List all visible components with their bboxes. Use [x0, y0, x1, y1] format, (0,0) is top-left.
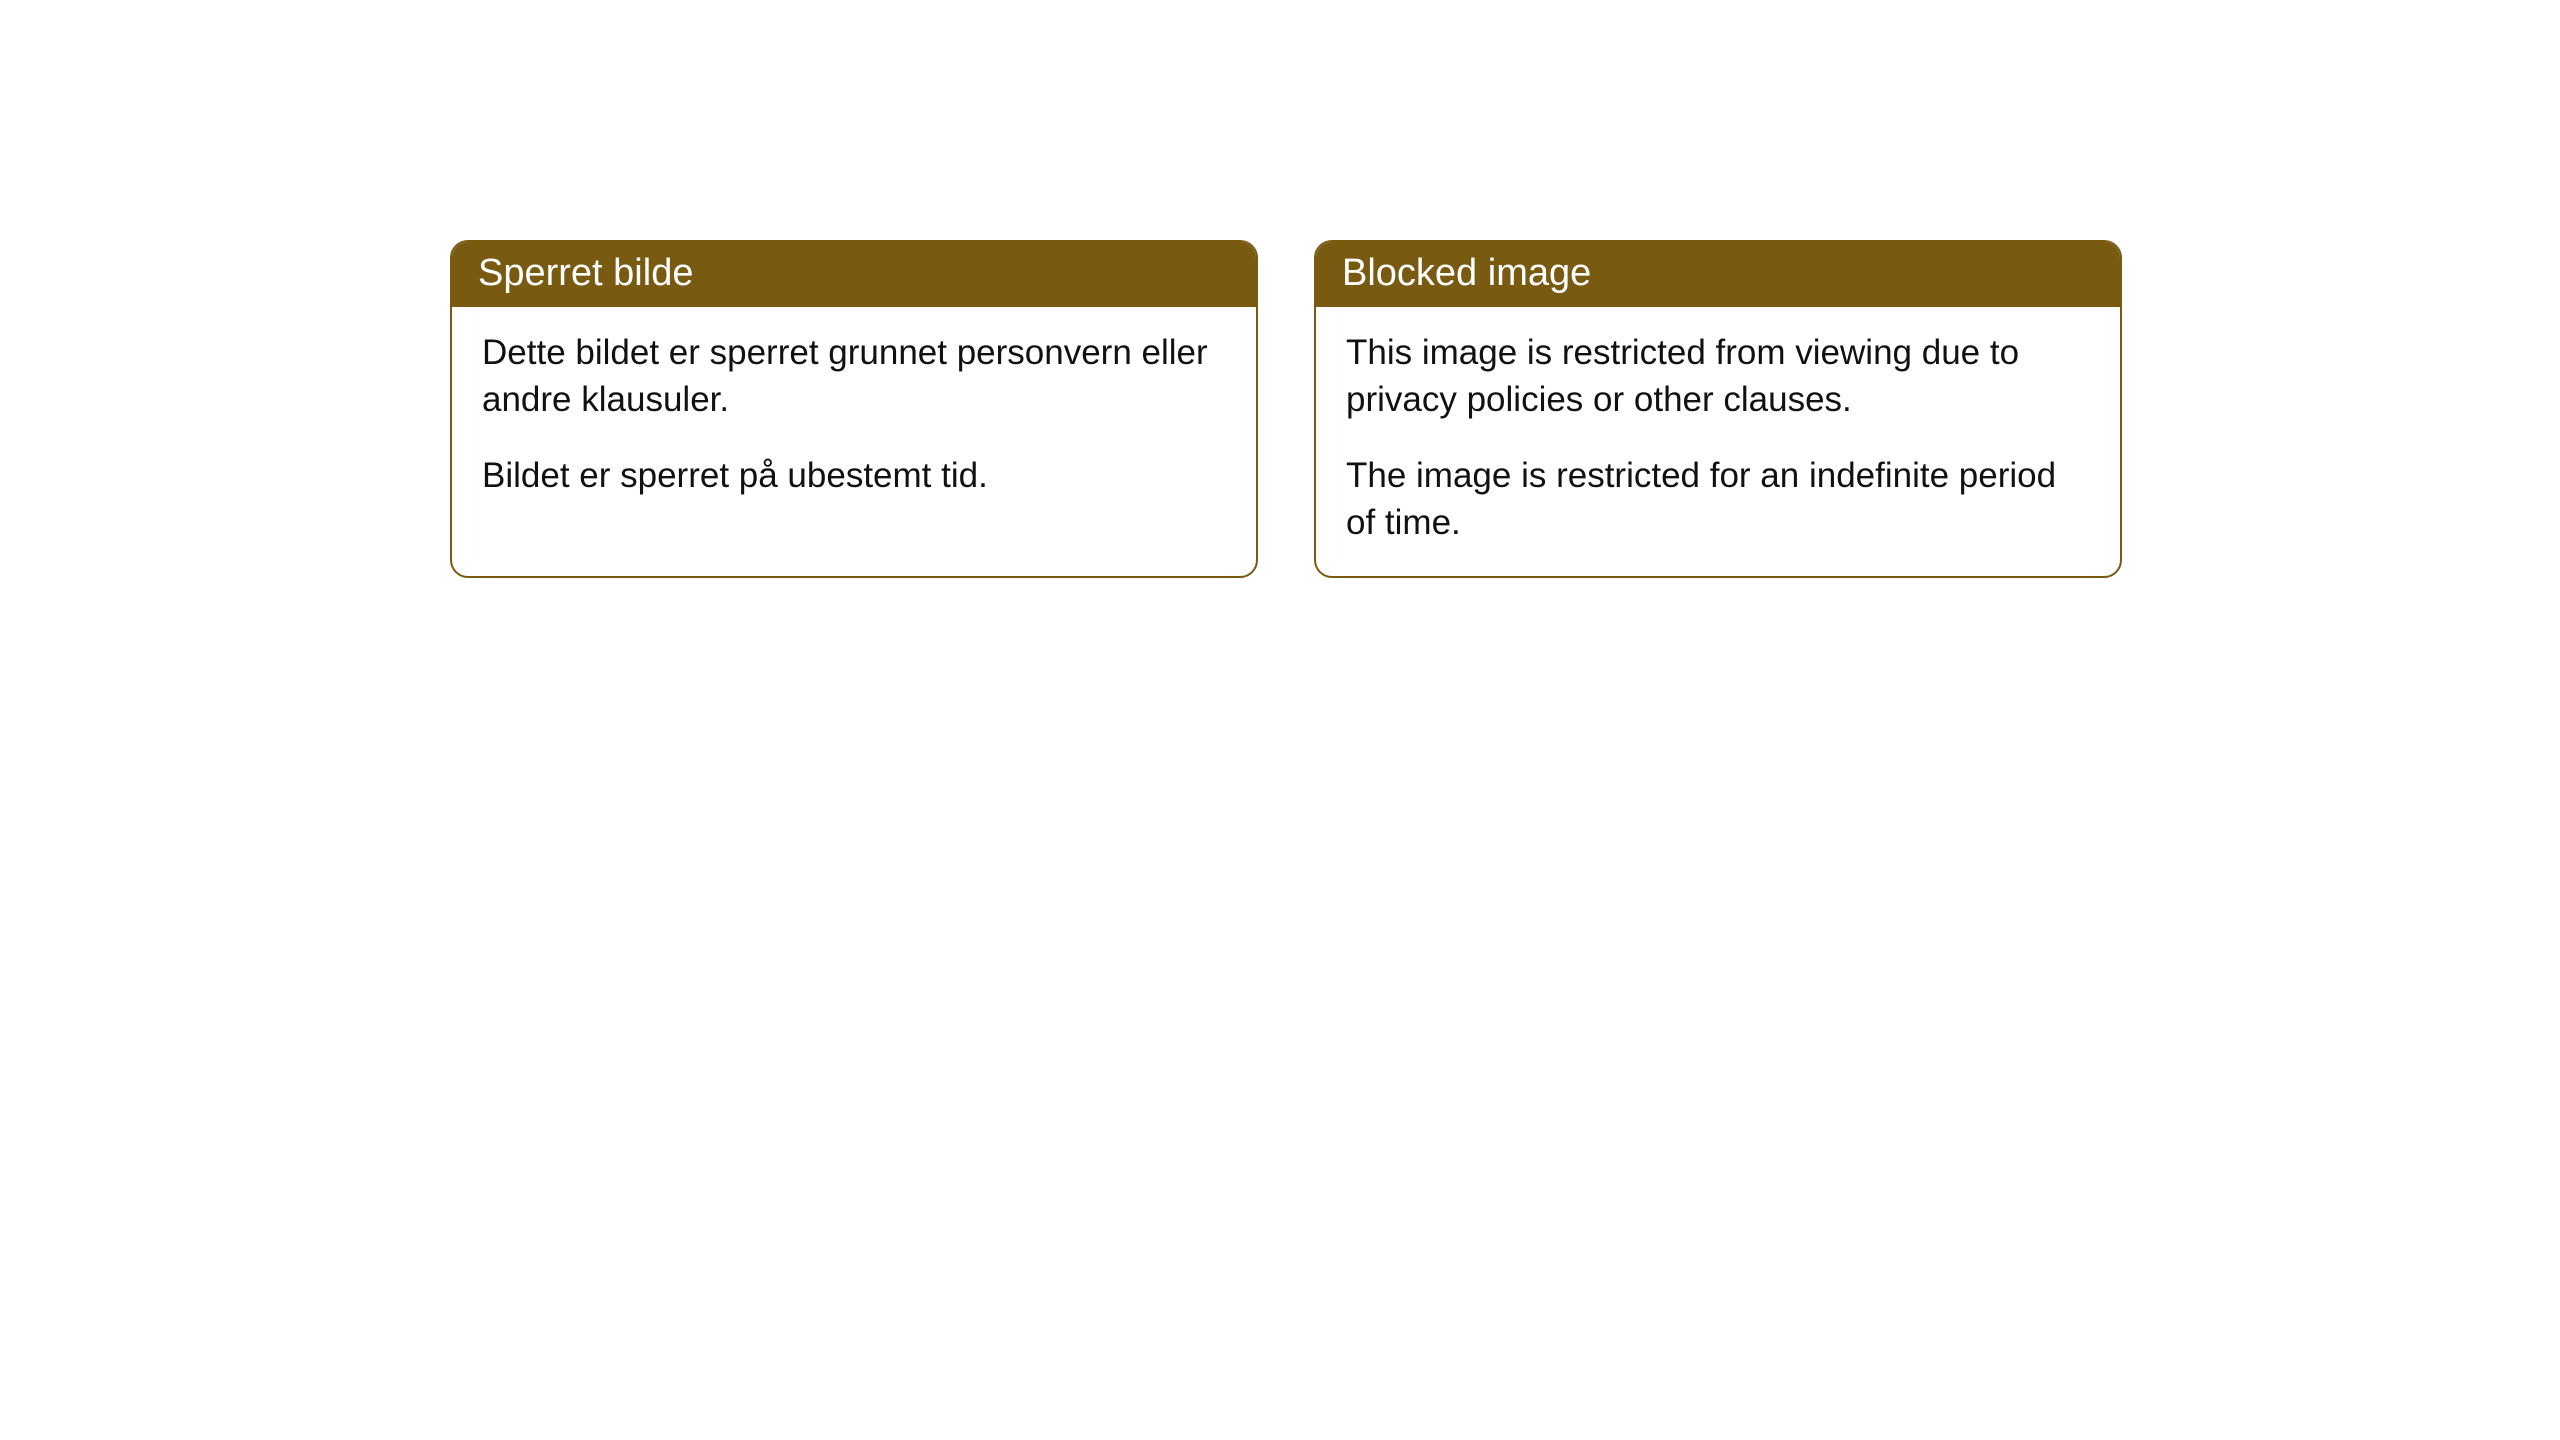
card-header: Sperret bilde	[452, 242, 1256, 307]
notice-cards-container: Sperret bilde Dette bildet er sperret gr…	[450, 240, 2560, 578]
card-paragraph: This image is restricted from viewing du…	[1346, 329, 2090, 424]
notice-card-english: Blocked image This image is restricted f…	[1314, 240, 2122, 578]
card-paragraph: Bildet er sperret på ubestemt tid.	[482, 452, 1226, 499]
card-paragraph: The image is restricted for an indefinit…	[1346, 452, 2090, 547]
card-paragraph: Dette bildet er sperret grunnet personve…	[482, 329, 1226, 424]
card-header: Blocked image	[1316, 242, 2120, 307]
card-body: This image is restricted from viewing du…	[1316, 307, 2120, 576]
card-body: Dette bildet er sperret grunnet personve…	[452, 307, 1256, 529]
notice-card-norwegian: Sperret bilde Dette bildet er sperret gr…	[450, 240, 1258, 578]
